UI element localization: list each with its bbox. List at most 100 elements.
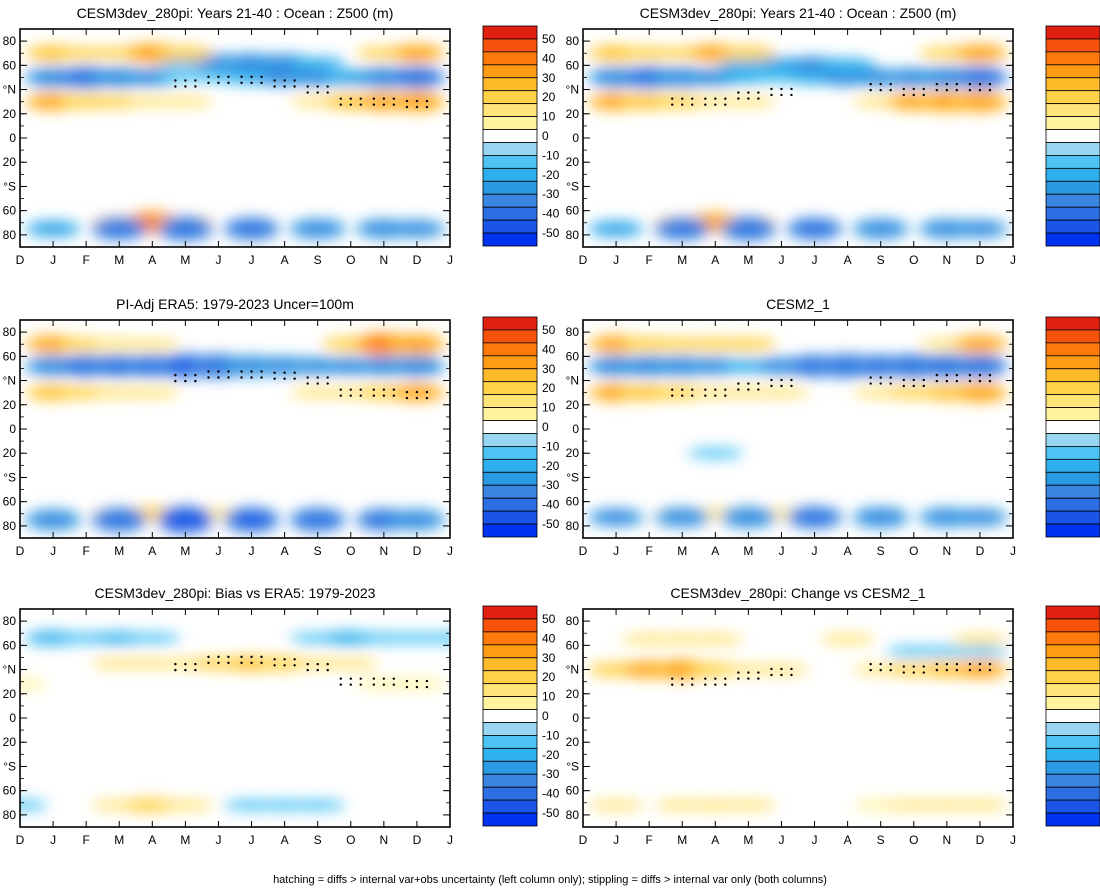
x-tick-label: J: [1010, 833, 1016, 847]
x-tick-label: M: [180, 833, 190, 847]
stipple-dot: [405, 679, 409, 683]
colorbar-swatch: [482, 760, 538, 775]
stipple-dot: [207, 376, 210, 379]
stipple-dot: [737, 91, 740, 94]
stipple-dot: [240, 376, 243, 379]
colorbar-swatch: [482, 355, 538, 370]
anomaly-core: [397, 338, 437, 350]
stipple-dot: [912, 671, 915, 674]
negative-anomaly-band: [687, 447, 744, 459]
stipple-dot: [405, 105, 409, 109]
y-tick-label: 0: [9, 422, 16, 436]
stipple-dot: [174, 668, 177, 672]
y-tick-label: 20: [566, 155, 580, 169]
positive-anomaly-band: [621, 633, 1009, 645]
stipple-dot: [879, 82, 882, 86]
y-tick-label: 20: [566, 687, 580, 701]
anomaly-cell: [157, 799, 214, 811]
stipple-dot: [988, 379, 992, 383]
x-tick-label: M: [677, 544, 687, 558]
plot-area: [583, 609, 1013, 827]
x-tick-label: F: [82, 253, 89, 267]
stipple-dot: [968, 379, 972, 383]
stipple-dot: [780, 384, 783, 388]
stipple-dot: [935, 88, 939, 92]
stipple-dot: [174, 662, 177, 666]
stipple-dot: [978, 662, 982, 666]
stipple-dot: [250, 376, 253, 379]
anomaly-cell: [124, 632, 181, 644]
x-tick-label: O: [909, 833, 918, 847]
stipple-dot: [207, 661, 210, 665]
positive-anomaly-band: [24, 383, 446, 402]
y-tick-label: °N: [3, 374, 16, 388]
y-tick-label: 80: [566, 808, 580, 822]
stipple-dot: [415, 105, 419, 109]
panel-title: CESM2_1: [766, 296, 830, 312]
stipple-dot: [316, 91, 319, 94]
x-tick-label: A: [711, 253, 719, 267]
stipple-dot: [747, 97, 750, 100]
stipple-dot: [372, 683, 376, 686]
stipple-dot: [382, 394, 386, 397]
stipple-dot: [227, 376, 230, 379]
x-tick-label: N: [380, 544, 389, 558]
colorbar-swatch: [482, 812, 538, 827]
y-tick-label: 60: [566, 58, 580, 72]
positive-anomaly-band: [24, 332, 446, 356]
anomaly-core: [960, 339, 1000, 349]
stipple-dot: [889, 376, 892, 379]
stipple-dot: [671, 97, 674, 100]
x-tick-label: A: [281, 833, 289, 847]
y-tick-label: 80: [3, 808, 17, 822]
positive-anomaly-band: [587, 91, 1009, 113]
anomaly-cell: [20, 678, 49, 690]
stipple-dot: [283, 85, 286, 88]
anomaly-cell: [157, 45, 214, 61]
stipple-dot: [260, 370, 263, 373]
stipple-dot: [260, 81, 263, 85]
anomaly-core: [165, 512, 206, 527]
panel-title: CESM3dev_280pi: Years 21-40 : Ocean : Z5…: [77, 5, 394, 21]
stipple-dot: [780, 673, 783, 677]
stipple-dot: [945, 668, 949, 672]
stipple-dot: [194, 379, 197, 383]
anomaly-core: [298, 513, 338, 526]
anomaly-cell: [157, 96, 214, 108]
anomaly-cell: [819, 58, 876, 73]
negative-anomaly-band: [24, 66, 446, 89]
stipple-dot: [770, 673, 773, 677]
x-tick-label: D: [413, 253, 422, 267]
x-tick-label: J: [50, 833, 56, 847]
colorbar-swatch: [1045, 219, 1100, 234]
panel-1: CESM3dev_280pi: Years 21-40 : Ocean : Z5…: [3, 5, 560, 267]
positive-anomaly-band: [587, 44, 1009, 63]
colorbar-swatch: [482, 368, 538, 383]
stipple-dot: [359, 103, 362, 106]
stipple-dot: [293, 658, 296, 661]
colorbar-swatch: [482, 64, 538, 79]
stipple-dot: [339, 394, 342, 397]
stipple-dot: [415, 396, 419, 400]
stipple-dot: [780, 667, 783, 671]
colorbar-swatch: [1045, 709, 1100, 723]
colorbar-label: 20: [542, 381, 556, 395]
x-tick-label: O: [346, 253, 355, 267]
y-tick-label: 60: [566, 638, 580, 652]
colorbar-label: 50: [542, 32, 556, 46]
anomaly-core: [960, 512, 1000, 522]
panel-3: PI-Adj ERA5: 1979-2023 Uncer=100m D J F M A M J…: [3, 296, 560, 558]
stipple-dot: [227, 81, 230, 85]
colorbar-label: 0: [542, 709, 549, 723]
colorbar-swatch: [482, 206, 538, 221]
x-tick-label: D: [579, 253, 588, 267]
anomaly-cell: [388, 678, 446, 690]
anomaly-cell: [720, 96, 777, 108]
stipple-dot: [691, 103, 694, 106]
x-tick-label: J: [812, 253, 818, 267]
x-tick-label: N: [380, 253, 389, 267]
stipple-dot: [326, 662, 329, 666]
x-tick-label: N: [943, 544, 952, 558]
